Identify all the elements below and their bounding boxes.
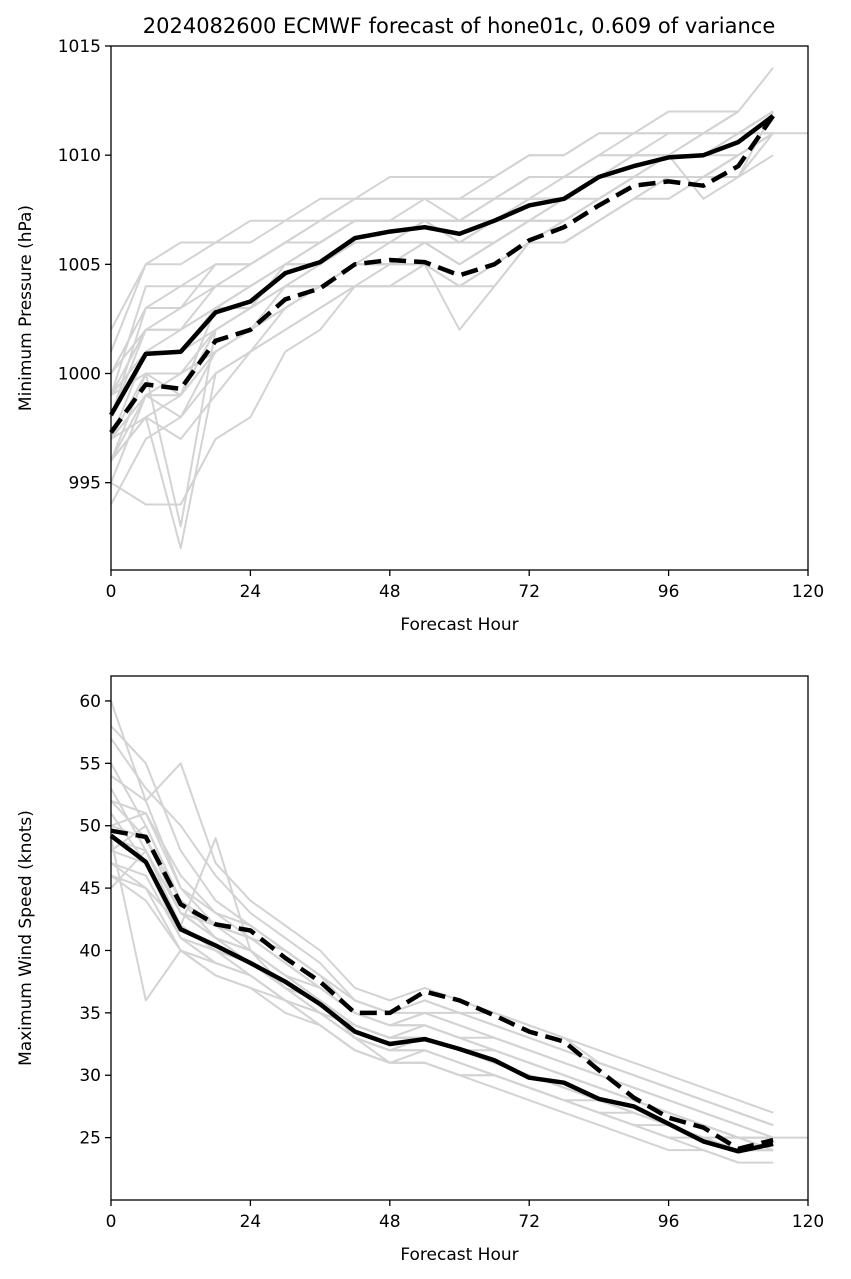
pressure-ensemble-member-17 <box>110 132 774 484</box>
pressure-x-ticks: 0 24 48 72 96 120 <box>106 570 824 602</box>
pressure-ensemble-member-14 <box>110 110 739 331</box>
wind-y-tick-label: 45 <box>79 879 101 899</box>
wind-y-tick-label: 30 <box>79 1066 101 1086</box>
wind-x-tick-label: 0 <box>106 1212 117 1232</box>
pressure-y-ticks: 995 1000 1005 1010 1015 <box>58 37 111 494</box>
pressure-x-tick-label: 0 <box>106 582 117 602</box>
wind-y-tick-label: 50 <box>79 817 101 837</box>
wind-x-tick-label: 96 <box>658 1212 680 1232</box>
wind-ensemble-member-17 <box>110 874 739 1152</box>
pressure-plot-frame <box>110 45 809 571</box>
wind-ensemble-member-19 <box>110 837 774 1152</box>
pressure-x-tick-label: 120 <box>792 582 824 602</box>
wind-x-ticks: 0 24 48 72 96 120 <box>106 1200 824 1232</box>
pressure-x-tick-label: 48 <box>379 582 401 602</box>
pressure-y-tick-label: 995 <box>69 474 101 494</box>
wind-y-tick-label: 60 <box>79 692 101 712</box>
wind-x-axis-label: Forecast Hour <box>400 1245 518 1265</box>
pressure-y-tick-label: 1015 <box>58 37 101 57</box>
pressure-panel: 2024082600 ECMWF forecast of hone01c, 0.… <box>16 14 824 635</box>
pressure-x-tick-label: 96 <box>658 582 680 602</box>
pressure-y-axis-label: Minimum Pressure (hPa) <box>16 205 36 411</box>
wind-ensemble-member-15 <box>110 812 808 1139</box>
wind-y-tick-label: 25 <box>79 1129 101 1149</box>
wind-y-ticks: 25 30 35 40 45 50 55 60 <box>79 692 111 1149</box>
pressure-x-axis-label: Forecast Hour <box>400 615 518 635</box>
wind-dashed-line <box>110 828 774 1152</box>
wind-x-tick-label: 120 <box>792 1212 824 1232</box>
pressure-x-tick-label: 72 <box>518 582 540 602</box>
wind-y-axis-label: Maximum Wind Speed (knots) <box>16 810 36 1066</box>
wind-x-tick-label: 48 <box>379 1212 401 1232</box>
wind-solid-line <box>109 833 774 1154</box>
chart-title: 2024082600 ECMWF forecast of hone01c, 0.… <box>143 14 776 38</box>
pressure-series <box>109 114 775 434</box>
pressure-solid-line <box>109 114 775 417</box>
pressure-dashed-line <box>109 114 775 434</box>
pressure-x-tick-label: 24 <box>240 582 262 602</box>
pressure-ensemble-member-20 <box>110 132 774 397</box>
wind-y-tick-label: 40 <box>79 941 101 961</box>
wind-y-tick-label: 55 <box>79 754 101 774</box>
pressure-y-tick-label: 1005 <box>58 255 101 275</box>
pressure-y-tick-label: 1000 <box>58 365 101 385</box>
pressure-ensemble-member-16 <box>110 110 774 418</box>
wind-x-tick-label: 24 <box>240 1212 262 1232</box>
wind-series <box>109 828 774 1154</box>
pressure-y-tick-label: 1010 <box>58 146 101 166</box>
wind-y-tick-label: 35 <box>79 1004 101 1024</box>
wind-plot-frame <box>110 675 809 1201</box>
wind-x-tick-label: 72 <box>518 1212 540 1232</box>
wind-panel: 0 24 48 72 96 120 25 30 35 40 45 50 55 60 Forecast H… <box>16 675 824 1265</box>
